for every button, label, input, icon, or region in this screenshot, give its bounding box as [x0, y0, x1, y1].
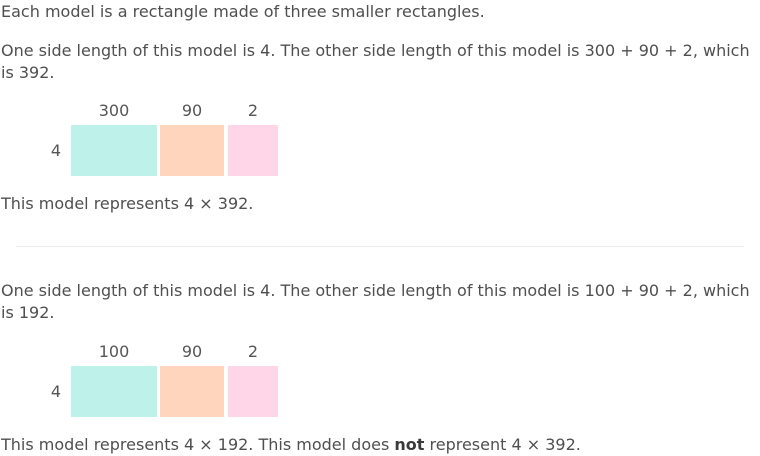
- model-2-rect-3: [228, 366, 278, 417]
- model-2-conclusion-start: This model represents 4 × 192. This mode…: [1, 435, 395, 454]
- model-1-rect-3: [228, 125, 278, 176]
- model-2-rect-1: [71, 366, 157, 417]
- model-2-conclusion: This model represents 4 × 192. This mode…: [1, 434, 759, 456]
- model-2-conclusion-emphasis: not: [394, 435, 425, 454]
- model-1-side-label: 4: [50, 141, 62, 160]
- section-divider: [16, 246, 744, 247]
- model-2-description: One side length of this model is 4. The …: [1, 281, 750, 322]
- area-model-2: 100 90 2 4: [0, 342, 300, 442]
- model-2-conclusion-end: represent 4 × 392.: [424, 435, 581, 454]
- model-1-part-label-1: 300: [98, 101, 130, 120]
- model-2-side-label: 4: [50, 382, 62, 401]
- model-1-rect-2: [160, 125, 224, 176]
- area-model-1: 300 90 2 4: [0, 101, 300, 201]
- model-1-part-label-3: 2: [247, 101, 259, 120]
- model-1-rect-1: [71, 125, 157, 176]
- model-2-part-label-2: 90: [181, 342, 203, 361]
- model-1-part-label-2: 90: [181, 101, 203, 120]
- intro-text: Each model is a rectangle made of three …: [1, 2, 485, 21]
- model-2-part-label-3: 2: [247, 342, 259, 361]
- model-2-part-label-1: 100: [98, 342, 130, 361]
- model-1-conclusion: This model represents 4 × 392.: [1, 194, 254, 213]
- model-1-description: One side length of this model is 4. The …: [1, 41, 750, 82]
- model-2-rect-2: [160, 366, 224, 417]
